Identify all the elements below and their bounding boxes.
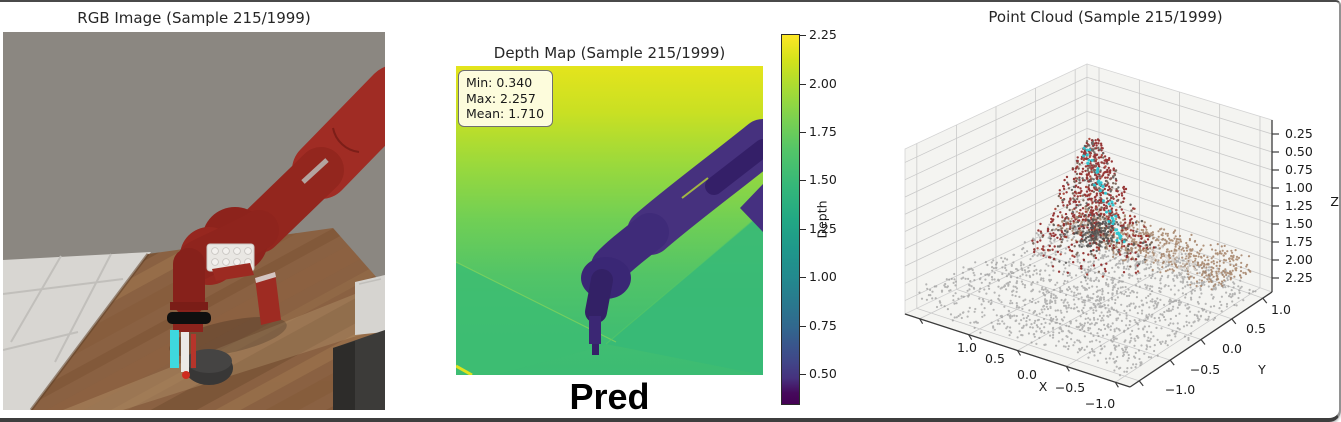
- colorbar-tick-label: 2.00: [809, 76, 837, 91]
- z-tick-label: 2.00: [1285, 252, 1313, 267]
- gripper-highlight-points: [1082, 146, 1126, 244]
- z-tick-label: 1.50: [1285, 216, 1313, 231]
- colorbar-tick-mark: [800, 34, 806, 36]
- depth-panel-title: Depth Map (Sample 215/1999): [493, 44, 726, 62]
- depth-table-region: [456, 187, 763, 375]
- silver-joint-ring: [301, 158, 329, 184]
- y-tick-label: 0.0: [1222, 341, 1242, 356]
- colorbar-tick-mark: [800, 179, 806, 181]
- white-finger: [181, 332, 189, 372]
- table-sheen-points: [1143, 245, 1197, 279]
- z-tick-label: 0.25: [1285, 126, 1313, 141]
- colorbar-tick-label: 1.00: [809, 269, 837, 284]
- colorbar-tick-label: 1.75: [809, 124, 837, 139]
- y-tick-label: −0.5: [1190, 362, 1220, 377]
- colorbar-tick-label: 0.75: [809, 318, 837, 333]
- pointcloud-plot: 1.0 0.5 0.0 −0.5 −1.0 X 1.0 0.5 0.0 −0.5…: [903, 63, 1339, 411]
- black-wrist-band: [167, 312, 211, 324]
- z-tick-label: 2.25: [1285, 270, 1313, 285]
- x-tick-label: 0.5: [985, 351, 1005, 366]
- rgb-image: [3, 32, 385, 410]
- colorbar-tick-mark: [800, 276, 806, 278]
- colorbar-tick-label: 1.50: [809, 172, 837, 187]
- arm-shadow: [169, 316, 287, 358]
- pred-caption: Pred: [569, 376, 650, 417]
- colorbar-tick-label: 2.25: [809, 27, 837, 42]
- arm-core-dark-points: [1063, 213, 1120, 253]
- stat-max: Max: 2.257: [466, 90, 536, 106]
- x-tick-label: 0.0: [1017, 367, 1037, 382]
- gripper: [167, 312, 233, 385]
- colorbar-tick-mark: [800, 228, 806, 230]
- z-tick-label: 0.75: [1285, 162, 1313, 177]
- colorbar-tick-label: 1.25: [809, 221, 837, 236]
- stat-mean: Mean: 1.710: [466, 106, 545, 121]
- tiled-floor: [3, 252, 151, 410]
- pointcloud-panel-title: Point Cloud (Sample 215/1999): [988, 8, 1223, 26]
- stat-min: Min: 0.340: [466, 75, 533, 90]
- pointcloud-axis-labels: 1.0 0.5 0.0 −0.5 −1.0 X 1.0 0.5 0.0 −0.5…: [957, 126, 1339, 411]
- x-tick-label: 1.0: [957, 340, 977, 355]
- colorbar-tick-mark: [800, 131, 806, 133]
- colorbar-tick-mark: [800, 373, 806, 375]
- rgb-panel-title: RGB Image (Sample 215/1999): [77, 9, 311, 27]
- x-tick-label: −0.5: [1055, 380, 1085, 395]
- robot-arm-depth-silhouette: [581, 119, 763, 355]
- red-finger-tip: [182, 371, 190, 379]
- x-axis-label: X: [1039, 379, 1048, 394]
- colorbar-tick-mark: [800, 83, 806, 85]
- z-axis-label: Z: [1330, 194, 1339, 209]
- dark-table-corner: [333, 330, 385, 410]
- y-tick-label: 0.5: [1246, 321, 1266, 336]
- colorbar-label: Depth: [814, 200, 830, 239]
- red-plate: [255, 272, 281, 325]
- pointcloud-axes: [904, 120, 1279, 388]
- z-tick-label: 1.75: [1285, 234, 1313, 249]
- y-axis-label: Y: [1257, 362, 1266, 377]
- colorbar-tick-label: 0.50: [809, 366, 837, 381]
- colorbar-tick-mark: [800, 325, 806, 327]
- x-tick-label: −1.0: [1085, 396, 1115, 411]
- y-tick-label: −1.0: [1165, 382, 1195, 397]
- depth-colorbar: [781, 34, 800, 405]
- floor-sliver-right: [355, 275, 385, 335]
- pointcloud-points: [918, 137, 1257, 377]
- cyan-finger: [170, 330, 179, 368]
- white-studded-block: [206, 243, 255, 281]
- z-tick-label: 1.00: [1285, 180, 1313, 195]
- y-tick-label: 1.0: [1271, 302, 1291, 317]
- depth-stats-box: Min: 0.340 Max: 2.257 Mean: 1.710: [458, 70, 554, 127]
- z-tick-label: 1.25: [1285, 198, 1313, 213]
- z-tick-label: 0.50: [1285, 144, 1313, 159]
